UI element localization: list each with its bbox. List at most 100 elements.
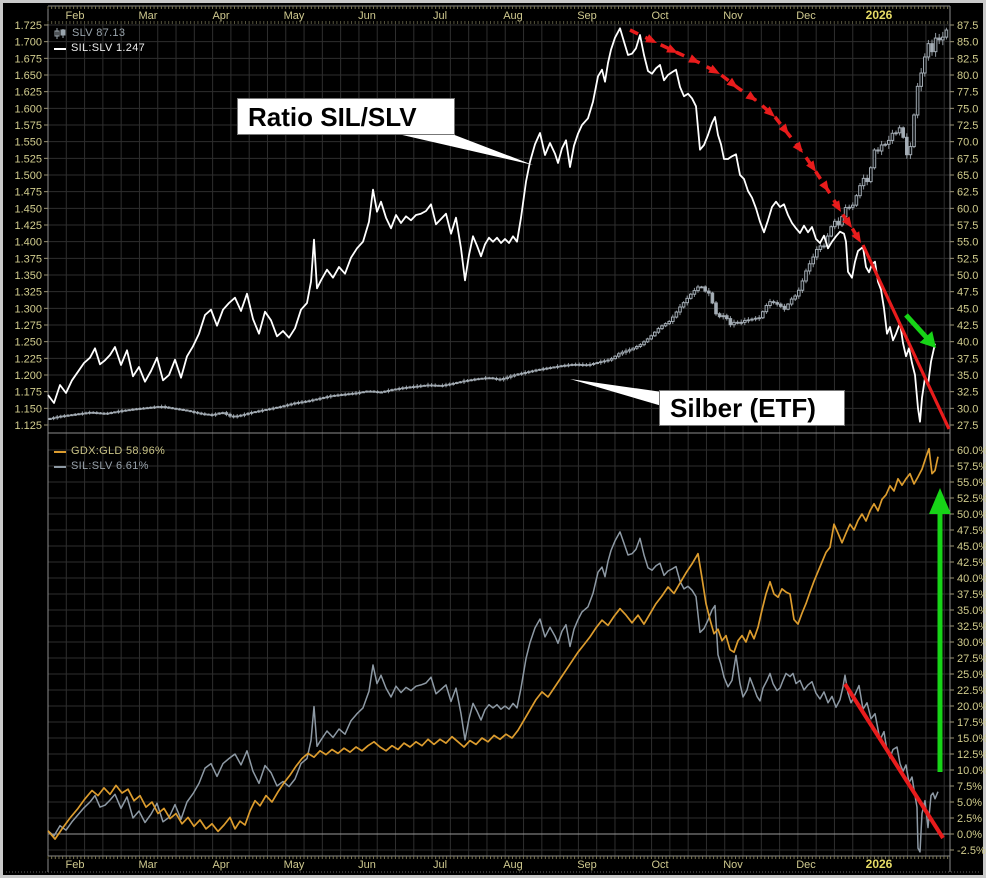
- axis-tick-label: 1.175: [14, 387, 42, 399]
- month-label: Dec: [796, 10, 816, 22]
- month-label: Nov: [723, 859, 743, 871]
- month-label: Aug: [503, 10, 523, 22]
- axis-tick-label: 35.0: [957, 370, 978, 382]
- axis-tick-label: 1.525: [14, 153, 42, 165]
- red-arrowhead-icon: [851, 231, 861, 243]
- axis-tick-label: 1.725: [14, 20, 42, 32]
- axis-tick-label: 12.5%: [957, 749, 986, 761]
- callout-tail: [570, 379, 662, 406]
- axis-tick-label: 2.5%: [957, 813, 982, 825]
- red-arrowhead-icon: [778, 123, 789, 135]
- axis-tick-label: 1.350: [14, 270, 42, 282]
- axis-tick-label: 10.0%: [957, 765, 986, 777]
- axis-tick-label: 55.0%: [957, 477, 986, 489]
- axis-tick-label: 67.5: [957, 153, 978, 165]
- callout-ratio-text: Ratio SIL/SLV: [248, 101, 417, 132]
- axis-tick-label: 45.0%: [957, 541, 986, 553]
- red-dashed-arrow-curve: [629, 28, 863, 244]
- axis-tick-label: 1.325: [14, 287, 42, 299]
- annotation-callout-silver[interactable]: Silber (ETF): [659, 390, 845, 426]
- axis-tick-label: 57.5%: [957, 461, 986, 473]
- red-trendline-top: [861, 244, 951, 430]
- line-icon: [54, 47, 66, 50]
- gridlines: [48, 24, 950, 856]
- month-label: Sep: [577, 859, 597, 871]
- axis-tick-label: 7.5%: [957, 781, 982, 793]
- axis-tick-label: 52.5%: [957, 493, 986, 505]
- line-series: [47, 27, 939, 853]
- month-label: Sep: [577, 10, 597, 22]
- candlestick-icon: [54, 28, 66, 39]
- axis-tick-label: 30.0: [957, 403, 978, 415]
- legend-row-slv: SLV 87.13: [54, 26, 145, 41]
- axis-tick-label: 1.425: [14, 220, 42, 232]
- axis-tick-label: 75.0: [957, 103, 978, 115]
- axis-tick-label: 1.550: [14, 137, 42, 149]
- axis-tick-label: 37.5: [957, 353, 978, 365]
- month-label: Oct: [651, 10, 668, 22]
- red-arrowhead-icon: [792, 141, 803, 153]
- axis-tick-label: 27.5: [957, 420, 978, 432]
- axis-tick-label: 45.0: [957, 303, 978, 315]
- month-label: Mar: [139, 859, 158, 871]
- axis-tick-label: 15.0%: [957, 733, 986, 745]
- axis-tick-label: 0.0%: [957, 829, 982, 841]
- bottom-panel-legend: GDX:GLD 58.96% SIL:SLV 6.61%: [54, 444, 165, 474]
- axis-tick-label: 70.0: [957, 137, 978, 149]
- axis-tick-label: 72.5: [957, 120, 978, 132]
- drawn-annotations[interactable]: [398, 28, 951, 840]
- axis-tick-label: 1.275: [14, 320, 42, 332]
- red-arrowhead-icon: [666, 44, 678, 53]
- month-label: Jul: [433, 10, 447, 22]
- axis-tick-label: 1.375: [14, 253, 42, 265]
- axis-tick-label: 1.150: [14, 403, 42, 415]
- legend-row-silslv: SIL:SLV 1.247: [54, 41, 145, 56]
- callout-tail: [398, 134, 533, 165]
- line-icon: [54, 465, 66, 468]
- axis-tick-label: 1.200: [14, 370, 42, 382]
- axis-tick-label: 1.475: [14, 187, 42, 199]
- sil-slv-ratio-line: [47, 27, 936, 423]
- axis-tick-label: 1.700: [14, 37, 42, 49]
- axis-tick-label: 1.500: [14, 170, 42, 182]
- axis-tick-label: 87.5: [957, 20, 978, 32]
- month-label: Apr: [212, 10, 229, 22]
- gdx-gld-percent-line: [47, 447, 939, 840]
- month-label: Jun: [358, 859, 376, 871]
- red-arrowhead-icon: [831, 200, 841, 212]
- month-label: Apr: [212, 859, 229, 871]
- legend-label-silslv-pct: SIL:SLV 6.61%: [71, 460, 149, 472]
- month-label: Oct: [651, 859, 668, 871]
- axis-tick-label: 40.0%: [957, 573, 986, 585]
- axis-tick-label: 1.225: [14, 353, 42, 365]
- legend-label-slv: SLV 87.13: [72, 27, 126, 39]
- month-label: Mar: [139, 10, 158, 22]
- axis-tick-label: 1.650: [14, 70, 42, 82]
- legend-label-silslv: SIL:SLV 1.247: [71, 42, 146, 54]
- green-up-arrow-icon: [929, 488, 951, 514]
- axis-tick-label: 35.0%: [957, 605, 986, 617]
- axis-tick-label: 80.0: [957, 70, 978, 82]
- axis-tick-label: 47.5: [957, 287, 978, 299]
- green-arrow-top-shaft: [904, 313, 930, 341]
- axis-tick-label: 1.575: [14, 120, 42, 132]
- axis-tick-label: 47.5%: [957, 525, 986, 537]
- axis-tick-label: 32.5: [957, 387, 978, 399]
- axis-tick-label: 40.0: [957, 337, 978, 349]
- green-down-arrow-icon: [919, 331, 936, 348]
- annotation-callout-ratio[interactable]: Ratio SIL/SLV: [237, 98, 455, 135]
- red-arrowhead-icon: [688, 54, 700, 63]
- legend-label-gdxgld: GDX:GLD 58.96%: [71, 445, 166, 457]
- red-arrowhead-icon: [806, 160, 816, 172]
- axis-tick-label: 77.5: [957, 87, 978, 99]
- month-label: May: [284, 10, 305, 22]
- year-label: 2026: [866, 8, 893, 22]
- year-label: 2026: [866, 857, 893, 871]
- axis-tick-label: 32.5%: [957, 621, 986, 633]
- axis-tick-label: 22.5%: [957, 685, 986, 697]
- axis-tick-label: 60.0%: [957, 445, 986, 457]
